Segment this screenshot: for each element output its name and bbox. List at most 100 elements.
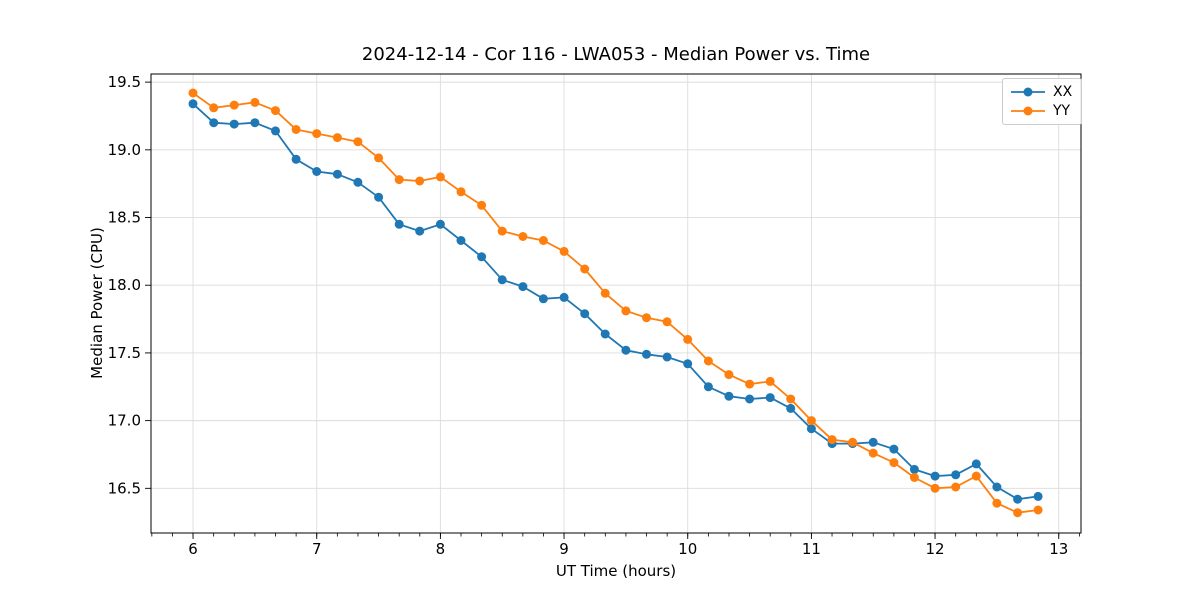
- series-marker-yy: [642, 313, 651, 323]
- series-marker-xx: [353, 177, 363, 187]
- series-marker-yy: [724, 370, 734, 380]
- series-marker-yy: [209, 103, 219, 113]
- x-tick-label: 6: [188, 540, 198, 558]
- series-marker-xx: [580, 309, 590, 319]
- series-marker-yy: [312, 129, 322, 139]
- series-marker-xx: [518, 282, 528, 292]
- series-marker-xx: [992, 482, 1002, 492]
- series-marker-xx: [662, 352, 672, 362]
- series-marker-xx: [1013, 494, 1023, 504]
- x-tick-label: 7: [312, 540, 322, 558]
- series-marker-yy: [683, 334, 693, 344]
- legend-item-yy: YY: [1010, 103, 1072, 119]
- series-marker-xx: [477, 252, 487, 262]
- series-marker-yy: [889, 458, 899, 468]
- series-marker-yy: [1033, 505, 1043, 515]
- series-marker-yy: [951, 482, 961, 492]
- series-marker-xx: [889, 444, 899, 454]
- legend-item-xx: XX: [1010, 84, 1072, 100]
- y-tick-label: 16.5: [108, 479, 141, 497]
- series-marker-yy: [909, 473, 919, 482]
- series-marker-xx: [683, 359, 693, 369]
- series-marker-yy: [250, 97, 260, 107]
- series-marker-yy: [745, 379, 755, 389]
- y-tick-label: 19.0: [108, 141, 141, 159]
- series-marker-yy: [848, 437, 858, 447]
- series-marker-yy: [806, 416, 816, 426]
- series-marker-yy: [518, 232, 528, 241]
- series-marker-xx: [703, 382, 713, 392]
- series-marker-yy: [580, 264, 590, 274]
- series-marker-xx: [291, 154, 301, 164]
- series-marker-xx: [374, 192, 384, 202]
- series-marker-yy: [992, 498, 1002, 508]
- series-marker-yy: [477, 200, 487, 210]
- series-marker-yy: [394, 175, 404, 185]
- series-marker-yy: [827, 435, 837, 445]
- series-marker-yy: [271, 106, 280, 116]
- series-marker-yy: [621, 306, 631, 316]
- series-marker-xx: [868, 437, 878, 447]
- series-marker-xx: [312, 167, 322, 176]
- series-marker-yy: [600, 288, 610, 298]
- series-marker-xx: [538, 294, 548, 304]
- x-tick-label: 8: [436, 540, 446, 558]
- legend-swatch-icon: [1011, 87, 1045, 97]
- series-marker-xx: [250, 118, 260, 128]
- series-marker-xx: [394, 219, 404, 229]
- y-tick-label: 19.5: [108, 73, 141, 91]
- series-marker-xx: [724, 391, 734, 401]
- series-marker-yy: [353, 137, 363, 147]
- series-marker-xx: [229, 119, 239, 129]
- series-marker-xx: [909, 464, 919, 474]
- series-marker-xx: [642, 349, 651, 359]
- x-axis-label: UT Time (hours): [555, 562, 677, 580]
- series-marker-xx: [806, 424, 816, 434]
- series-marker-xx: [209, 118, 219, 128]
- series-marker-xx: [930, 471, 940, 481]
- legend-label: XX: [1053, 84, 1073, 100]
- series-marker-xx: [600, 329, 610, 339]
- x-tick-label: 13: [1049, 540, 1068, 558]
- series-marker-yy: [291, 125, 301, 134]
- plot-border: [150, 73, 1082, 534]
- series-marker-yy: [538, 236, 548, 245]
- y-tick-label: 18.0: [108, 276, 141, 294]
- series-marker-yy: [971, 471, 981, 481]
- chart-title: 2024-12-14 - Cor 116 - LWA053 - Median P…: [361, 44, 871, 65]
- series-marker-yy: [559, 246, 569, 256]
- series-marker-yy: [1013, 508, 1023, 518]
- legend-label: YY: [1053, 103, 1071, 119]
- series-marker-yy: [435, 172, 445, 182]
- series-marker-yy: [703, 356, 713, 366]
- series-marker-yy: [868, 448, 878, 458]
- x-tick-label: 10: [678, 540, 697, 558]
- series-line-yy: [192, 92, 1039, 514]
- series-marker-xx: [559, 292, 569, 302]
- series-marker-xx: [971, 459, 981, 469]
- x-tick-label: 12: [926, 540, 945, 558]
- series-marker-yy: [930, 483, 940, 493]
- series-marker-yy: [786, 394, 796, 404]
- series-marker-xx: [786, 403, 796, 413]
- series-marker-yy: [332, 133, 342, 143]
- series-marker-yy: [765, 376, 775, 386]
- series-marker-yy: [497, 226, 507, 236]
- y-tick-label: 17.5: [108, 344, 141, 362]
- legend: XX YY: [1002, 78, 1083, 125]
- series-marker-xx: [435, 219, 445, 229]
- series-marker-xx: [765, 393, 775, 403]
- series-marker-xx: [745, 394, 755, 404]
- series-marker-xx: [497, 275, 507, 285]
- legend-swatch-icon: [1011, 106, 1045, 116]
- series-marker-yy: [229, 100, 239, 110]
- y-tick-label: 17.0: [108, 412, 141, 430]
- series-marker-yy: [188, 88, 198, 98]
- series-marker-xx: [415, 226, 425, 236]
- series-marker-xx: [332, 169, 342, 179]
- series-marker-yy: [415, 176, 425, 186]
- y-axis-label: Median Power (CPU): [88, 227, 106, 379]
- series-marker-xx: [271, 126, 280, 136]
